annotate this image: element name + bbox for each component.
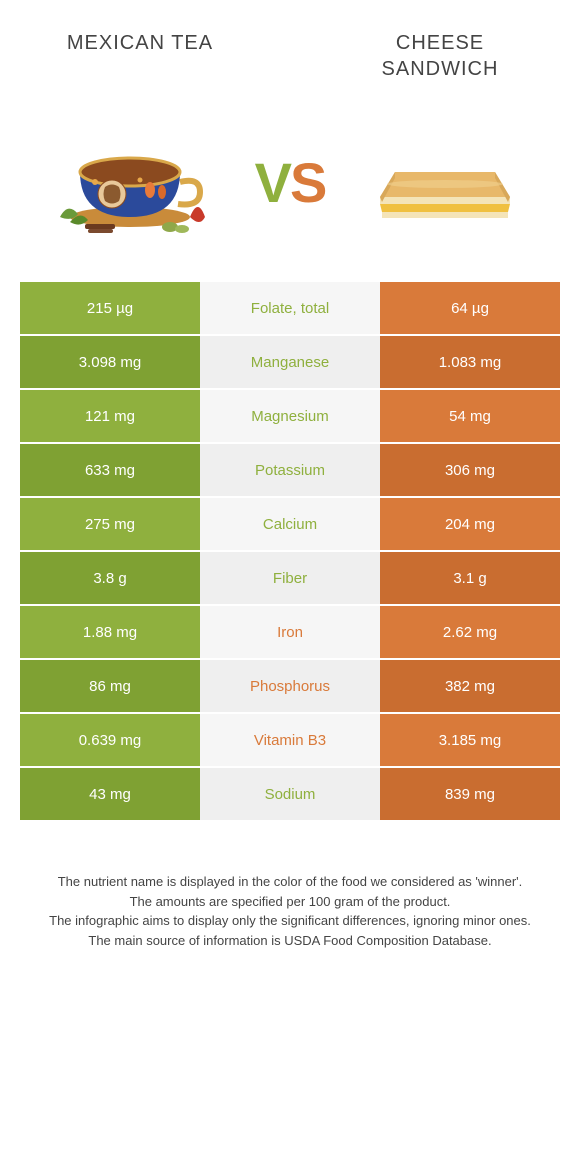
nutrient-row: 275 mgCalcium204 mg	[20, 498, 560, 552]
nutrient-label: Calcium	[200, 498, 380, 550]
left-value: 43 mg	[20, 768, 200, 820]
left-value: 275 mg	[20, 498, 200, 550]
vs-s: S	[290, 151, 325, 214]
left-value: 86 mg	[20, 660, 200, 712]
right-value: 839 mg	[380, 768, 560, 820]
right-value: 3.1 g	[380, 552, 560, 604]
left-value: 633 mg	[20, 444, 200, 496]
footer-notes: The nutrient name is displayed in the co…	[0, 822, 580, 950]
nutrient-label: Potassium	[200, 444, 380, 496]
sandwich-image	[360, 122, 530, 242]
nutrient-row: 3.098 mgManganese1.083 mg	[20, 336, 560, 390]
nutrient-row: 121 mgMagnesium54 mg	[20, 390, 560, 444]
nutrient-label: Phosphorus	[200, 660, 380, 712]
left-value: 3.8 g	[20, 552, 200, 604]
nutrient-label: Sodium	[200, 768, 380, 820]
right-value: 1.083 mg	[380, 336, 560, 388]
nutrient-label: Manganese	[200, 336, 380, 388]
nutrient-row: 1.88 mgIron2.62 mg	[20, 606, 560, 660]
right-value: 382 mg	[380, 660, 560, 712]
nutrient-label: Vitamin B3	[200, 714, 380, 766]
nutrient-row: 633 mgPotassium306 mg	[20, 444, 560, 498]
nutrient-row: 43 mgSodium839 mg	[20, 768, 560, 822]
right-value: 64 µg	[380, 282, 560, 334]
left-value: 1.88 mg	[20, 606, 200, 658]
left-value: 215 µg	[20, 282, 200, 334]
nutrient-label: Folate, total	[200, 282, 380, 334]
nutrient-label: Iron	[200, 606, 380, 658]
vs-v: V	[255, 151, 290, 214]
right-value: 204 mg	[380, 498, 560, 550]
left-value: 3.098 mg	[20, 336, 200, 388]
left-value: 0.639 mg	[20, 714, 200, 766]
footer-line-3: The infographic aims to display only the…	[40, 911, 540, 931]
right-food-title: Cheese sandwich	[340, 30, 540, 82]
footer-line-1: The nutrient name is displayed in the co…	[40, 872, 540, 892]
footer-line-4: The main source of information is USDA F…	[40, 931, 540, 951]
right-value: 306 mg	[380, 444, 560, 496]
nutrient-label: Magnesium	[200, 390, 380, 442]
right-value: 2.62 mg	[380, 606, 560, 658]
nutrient-table: 215 µgFolate, total64 µg3.098 mgManganes…	[20, 282, 560, 822]
nutrient-row: 86 mgPhosphorus382 mg	[20, 660, 560, 714]
left-value: 121 mg	[20, 390, 200, 442]
nutrient-row: 0.639 mgVitamin B33.185 mg	[20, 714, 560, 768]
nutrient-label: Fiber	[200, 552, 380, 604]
vs-label: VS	[255, 150, 326, 215]
right-value: 3.185 mg	[380, 714, 560, 766]
nutrient-row: 3.8 gFiber3.1 g	[20, 552, 560, 606]
tea-cup-image	[50, 122, 220, 242]
images-row: VS	[0, 102, 580, 282]
header: Mexican tea Cheese sandwich	[0, 0, 580, 102]
nutrient-row: 215 µgFolate, total64 µg	[20, 282, 560, 336]
left-food-title: Mexican tea	[40, 30, 240, 82]
footer-line-2: The amounts are specified per 100 gram o…	[40, 892, 540, 912]
right-value: 54 mg	[380, 390, 560, 442]
